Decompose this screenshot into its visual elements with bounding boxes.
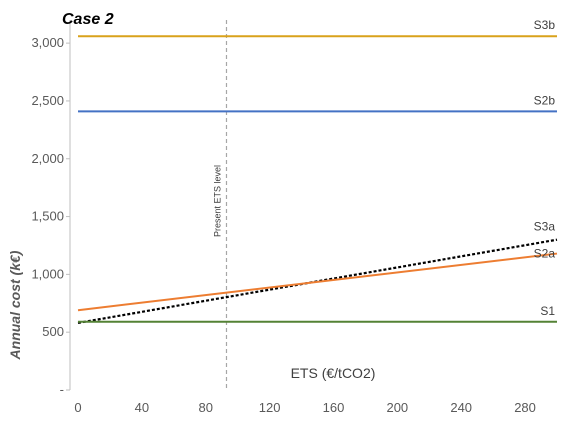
x-tick-label: 280: [514, 400, 536, 415]
series-label-s2b: S2b: [534, 93, 556, 107]
x-tick-label: 240: [450, 400, 472, 415]
x-tick-label: 40: [135, 400, 149, 415]
series-label-s1: S1: [540, 304, 555, 318]
x-tick-label: 200: [386, 400, 408, 415]
series-label-s3b: S3b: [534, 18, 556, 32]
x-tick-label: 160: [323, 400, 345, 415]
x-tick-label: 0: [74, 400, 81, 415]
y-tick-label: 3,000: [31, 35, 64, 50]
series-line-s2a: [77, 252, 558, 312]
y-tick-label: -: [60, 382, 64, 397]
x-tick-label: 80: [198, 400, 212, 415]
y-tick-label: 2,000: [31, 151, 64, 166]
x-tick-label: 120: [259, 400, 281, 415]
series-label-s3a: S3a: [534, 220, 556, 234]
y-tick-label: 500: [42, 324, 64, 339]
series-label-s2a: S2a: [534, 247, 556, 261]
chart-title: Case 2: [62, 11, 114, 28]
y-axis-label: Annual cost (k€): [7, 250, 23, 360]
y-tick-label: 2,500: [31, 93, 64, 108]
present-ets-level-label: Present ETS level: [212, 165, 222, 237]
series-line-s3a: [77, 238, 558, 325]
x-axis-label: ETS (€/tCO2): [291, 365, 376, 381]
y-tick-label: 1,500: [31, 209, 64, 224]
y-tick-label: 1,000: [31, 266, 64, 281]
